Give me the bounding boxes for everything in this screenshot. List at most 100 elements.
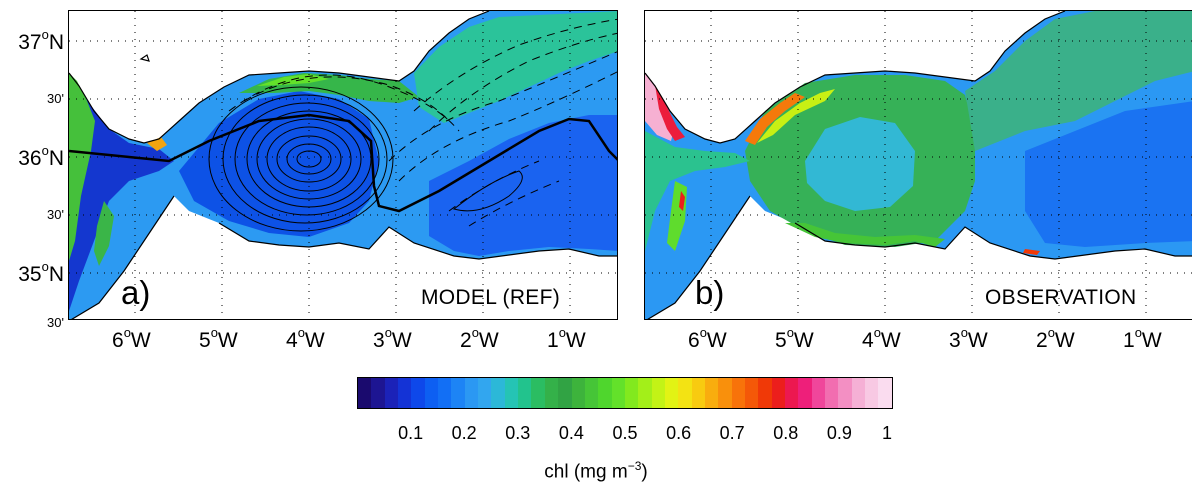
colorbar-segment — [878, 378, 892, 408]
colorbar-tick-label: 0.8 — [773, 423, 799, 443]
colorbar-segment — [851, 378, 866, 408]
panel-observation: b) OBSERVATION — [644, 10, 1192, 320]
sw-green — [94, 201, 114, 266]
longitude-label: 1oW — [547, 325, 586, 352]
north-coast-yellow — [757, 89, 835, 143]
colorbar-tick-label: 1 — [881, 423, 893, 443]
colorbar-segment — [718, 378, 732, 408]
colorbar-segment — [491, 378, 505, 408]
colorbar-segment — [358, 378, 372, 408]
colorbar-segment — [518, 378, 532, 408]
colorbar-tick-label: 0.9 — [826, 423, 852, 443]
sw-coast-red — [679, 191, 685, 211]
strait-low — [69, 81, 174, 311]
gyre-low — [179, 91, 379, 237]
panel-b-title: OBSERVATION — [985, 286, 1137, 309]
colorbar-label-end: ) — [641, 461, 648, 483]
colorbar-segment — [825, 378, 839, 408]
colorbar-tick-label: 0.1 — [398, 423, 424, 443]
colorbar-tick-label: 0.7 — [719, 423, 745, 443]
longitude-label: 6oW — [112, 325, 151, 352]
longitude-label: 2oW — [1036, 325, 1075, 352]
zero-contour — [69, 113, 617, 213]
colorbar-tick-label: 0.5 — [612, 423, 638, 443]
latitude-label: 36oN — [18, 143, 64, 170]
dashed-contours — [228, 18, 617, 227]
colorbar-segment — [558, 378, 572, 408]
colorbar-segment — [371, 378, 385, 408]
colorbar-segment — [771, 378, 785, 408]
colorbar-segment — [624, 378, 639, 408]
colorbar-segment — [544, 378, 559, 408]
colorbar-segment — [731, 378, 745, 408]
longitude-label: 1oW — [1123, 325, 1162, 352]
strait-green — [645, 131, 750, 251]
colorbar-segment — [811, 378, 826, 408]
model-map — [69, 11, 617, 319]
colorbar-segment — [464, 378, 479, 408]
east-contour — [452, 170, 523, 212]
west-coast-green — [69, 73, 95, 261]
colorbar-label-main: chl (mg m — [544, 461, 628, 483]
colorbar-segment — [478, 378, 492, 408]
south-coast-green — [785, 223, 945, 247]
colorbar-segment — [438, 378, 452, 408]
colorbar-label: chl (mg m−3) — [0, 459, 1192, 483]
colorbar-tick-label: 0.2 — [451, 423, 477, 443]
colorbar-segment — [691, 378, 705, 408]
latitude-label: 35oN — [18, 259, 64, 286]
panel-a-letter: a) — [121, 274, 151, 311]
colorbar-segment — [584, 378, 599, 408]
colorbar-label-sup: −3 — [627, 459, 642, 473]
gyre-core — [805, 117, 915, 211]
panel-b-letter: b) — [695, 274, 725, 311]
colorbar-segment — [785, 378, 799, 408]
observation-map — [645, 11, 1192, 319]
colorbar-segment — [638, 378, 652, 408]
panel-a-title: MODEL (REF) — [421, 286, 561, 309]
latitude-label: 37oN — [18, 27, 64, 54]
coastline — [69, 11, 617, 319]
colorbar-segment — [798, 378, 812, 408]
east-low — [429, 115, 617, 256]
longitude-label: 4oW — [862, 325, 901, 352]
colorbar — [357, 377, 893, 409]
colorbar-segment — [424, 378, 439, 408]
colorbar-segment — [678, 378, 692, 408]
longitude-label: 3oW — [949, 325, 988, 352]
north-front-bright — [257, 74, 329, 86]
latitude-label: 30' — [47, 207, 64, 222]
longitude-label: 6oW — [688, 325, 727, 352]
east-blue — [1025, 101, 1192, 247]
coastline — [645, 11, 1192, 319]
longitude-label: 4oW — [286, 325, 325, 352]
colorbar-segment — [611, 378, 625, 408]
colorbar-segment — [598, 378, 612, 408]
colorbar-segment — [704, 378, 719, 408]
colorbar-segment — [865, 378, 879, 408]
colorbar-segment — [838, 378, 852, 408]
colorbar-tick-label: 0.3 — [505, 423, 531, 443]
colorbar-segment — [651, 378, 665, 408]
longitude-label: 5oW — [775, 325, 814, 352]
east-green — [965, 11, 1192, 151]
colorbar-segment — [451, 378, 465, 408]
colorbar-tick-label: 0.6 — [666, 423, 692, 443]
colorbar-segment — [758, 378, 772, 408]
longitude-label: 5oW — [199, 325, 238, 352]
colorbar-segment — [571, 378, 585, 408]
colorbar-segment — [384, 378, 399, 408]
north-coast-bloom — [745, 93, 805, 145]
colorbar-tick-label: 0.4 — [558, 423, 584, 443]
colorbar-segment — [744, 378, 759, 408]
graticule — [645, 11, 1192, 319]
latitude-label: 30' — [47, 315, 64, 330]
colorbar-segment — [411, 378, 425, 408]
strait-orange — [147, 137, 167, 151]
colorbar-segment — [664, 378, 679, 408]
northeast-green — [414, 11, 617, 123]
panel-model: a) MODEL (REF) — [68, 10, 618, 320]
longitude-label: 3oW — [373, 325, 412, 352]
longitude-label: 2oW — [460, 325, 499, 352]
colorbar-segment — [504, 378, 519, 408]
